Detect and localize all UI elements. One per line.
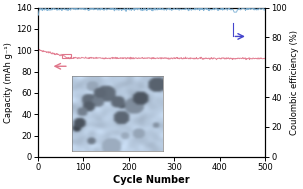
- X-axis label: Cycle Number: Cycle Number: [113, 175, 190, 185]
- Y-axis label: Capacity (mAh g⁻¹): Capacity (mAh g⁻¹): [4, 42, 13, 123]
- Y-axis label: Coulombic efficiency (%): Coulombic efficiency (%): [290, 30, 299, 135]
- Bar: [62, 54, 71, 58]
